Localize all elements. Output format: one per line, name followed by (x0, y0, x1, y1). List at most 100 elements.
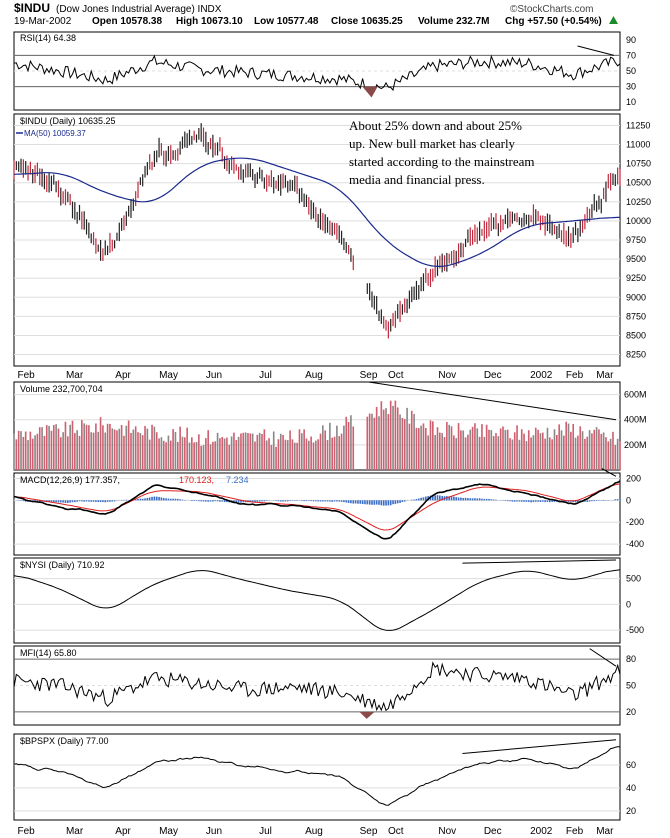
volume-bar (350, 415, 352, 470)
macd-histogram-bar (413, 499, 415, 501)
macd-histogram-bar (488, 498, 490, 501)
mfi-line (13, 661, 621, 712)
price-tick-8: 9250 (626, 273, 646, 283)
volume-bar (193, 442, 195, 470)
macd-histogram-bar (102, 500, 104, 503)
macd-histogram-bar (216, 500, 219, 502)
bottom-x-tick-9: Nov (438, 826, 456, 837)
macd-histogram-bar (331, 500, 334, 502)
rsi-trendline (577, 45, 615, 56)
volume-bar (352, 426, 355, 470)
bottom-x-tick-0: Feb (18, 826, 36, 837)
macd-histogram-bar (106, 500, 109, 502)
macd-hist-label: 7.234 (226, 475, 249, 485)
volume-bar (116, 430, 118, 470)
volume-bar (544, 438, 546, 470)
macd-histogram-bar (432, 495, 434, 501)
macd-histogram-bar (265, 500, 268, 501)
macd-histogram-bar (258, 500, 261, 502)
macd-histogram-bar (214, 500, 217, 502)
macd-histogram-bar (174, 498, 177, 501)
volume-bar (209, 444, 212, 470)
volume-bar (326, 440, 329, 470)
volume-bar (574, 437, 577, 470)
volume-bar (450, 426, 453, 470)
macd-histogram-bar (125, 499, 128, 501)
volume-bar (272, 431, 275, 470)
volume-bar (420, 425, 422, 470)
macd-histogram-bar (537, 500, 539, 502)
macd-histogram-bar (450, 496, 453, 501)
volume-bar (95, 423, 97, 470)
volume-bar (155, 432, 158, 470)
volume-bar (319, 433, 322, 470)
macd-histogram-bar (111, 500, 114, 502)
volume-bar (347, 421, 350, 470)
macd-histogram-bar (436, 495, 439, 501)
macd-histogram-bar (55, 500, 57, 503)
header-open: Open 10578.38 (92, 16, 162, 27)
macd-histogram-bar (263, 500, 266, 502)
macd-histogram-bar (511, 500, 514, 502)
volume-bar (132, 429, 135, 470)
volume-bar (504, 430, 507, 470)
macd-histogram-bar (36, 500, 39, 502)
volume-bar (275, 446, 277, 470)
volume-bar (167, 435, 170, 470)
macd-histogram-bar (467, 498, 469, 501)
macd-histogram-bar (530, 500, 532, 503)
price-tick-12: 8250 (626, 350, 646, 360)
volume-bar (303, 429, 305, 470)
volume-bar (497, 436, 500, 470)
volume-bar (403, 419, 406, 470)
bottom-x-tick-6: Aug (305, 826, 323, 837)
macd-histogram-bar (167, 498, 170, 501)
mfi-tick-1: 50 (626, 681, 636, 691)
volume-bar (422, 423, 425, 470)
volume-bar (548, 437, 551, 470)
volume-bar (551, 439, 553, 470)
volume-bar (74, 433, 76, 470)
macd-histogram-bar (193, 500, 195, 501)
macd-histogram-bar (462, 497, 465, 501)
macd-histogram-bar (160, 497, 163, 501)
macd-histogram-bar (394, 500, 397, 504)
macd-histogram-bar (389, 500, 392, 506)
volume-bar (530, 437, 532, 470)
bottom-x-tick-12: Feb (566, 826, 584, 837)
macd-histogram-bar (457, 497, 460, 501)
volume-tick-0: 600M (624, 390, 647, 400)
volume-bar (345, 416, 348, 470)
macd-histogram-bar (62, 500, 64, 503)
macd-histogram-bar (453, 496, 455, 501)
volume-bar (59, 437, 62, 470)
volume-bar (534, 427, 537, 470)
macd-histogram-bar (83, 500, 86, 502)
volume-bar (439, 432, 441, 470)
volume-bar (172, 429, 174, 470)
macd-histogram-bar (88, 500, 90, 502)
macd-histogram-bar (471, 498, 474, 501)
macd-histogram-bar (441, 496, 443, 501)
macd-histogram-bar (525, 500, 528, 502)
macd-histogram-bar (50, 500, 53, 503)
nysi-line (13, 569, 621, 631)
macd-histogram-bar (209, 500, 212, 502)
macd-histogram-bar (141, 498, 144, 501)
rsi-tick-3: 30 (626, 82, 636, 92)
volume-bar (539, 433, 542, 470)
volume-bar (495, 432, 497, 470)
volume-bar (448, 424, 451, 470)
nysi-tick-1: 0 (626, 599, 631, 609)
volume-bar (57, 428, 60, 470)
macd-histogram-bar (284, 500, 287, 502)
macd-histogram-bar (85, 500, 88, 502)
volume-bar (111, 428, 114, 470)
volume-bar (92, 432, 95, 470)
macd-histogram-bar (410, 499, 413, 501)
volume-bar (153, 426, 156, 470)
volume-bar (41, 427, 43, 470)
volume-bar (179, 426, 181, 470)
volume-bar (261, 433, 263, 470)
macd-histogram-bar (219, 500, 221, 502)
